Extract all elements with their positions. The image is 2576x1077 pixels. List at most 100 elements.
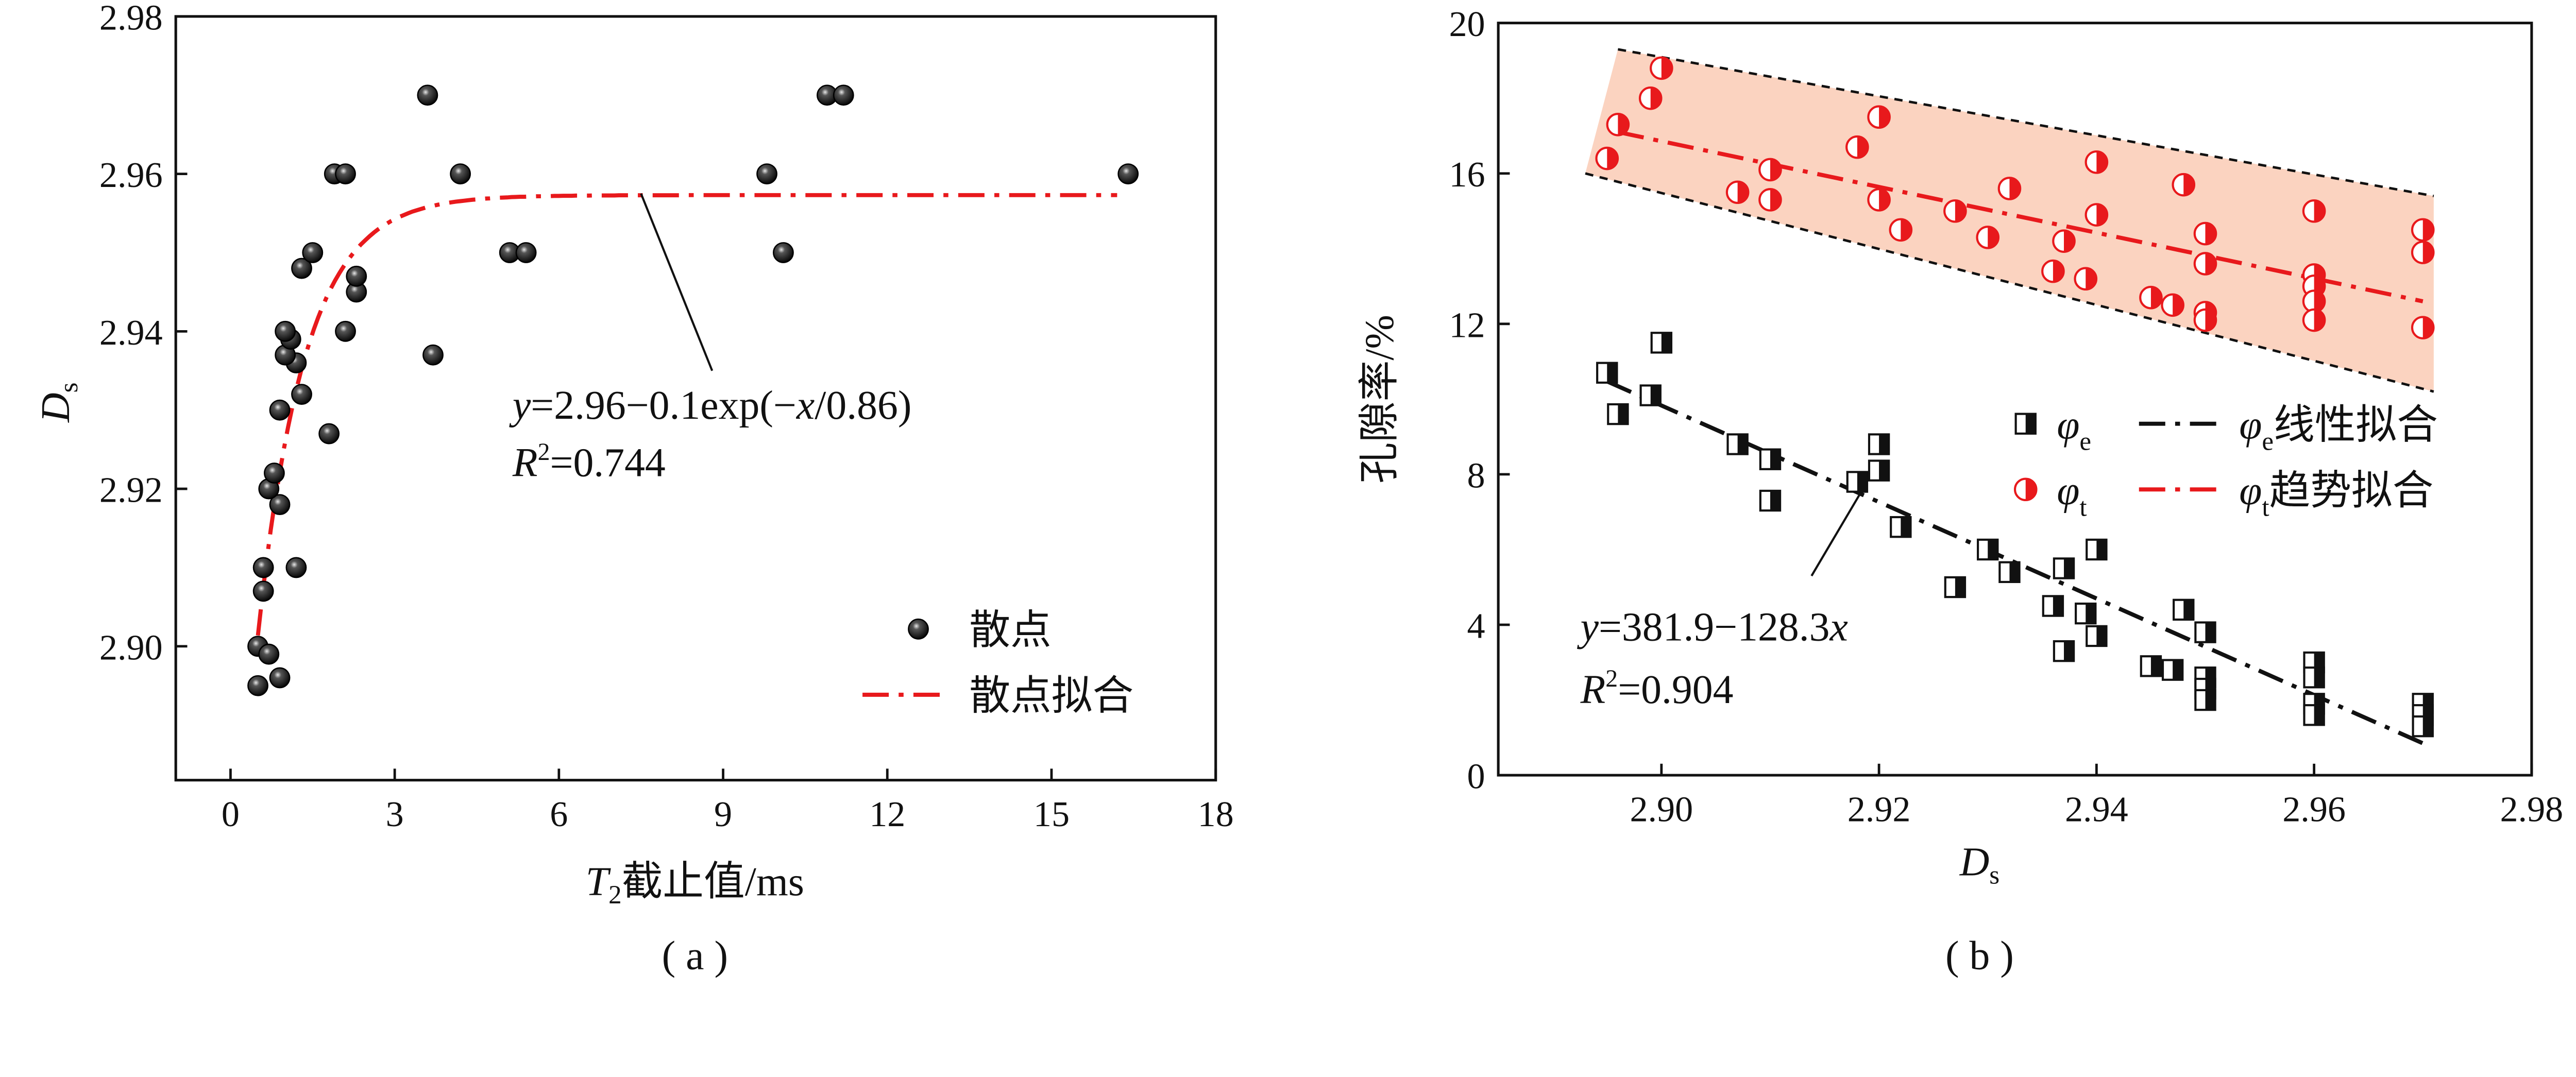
square-half-fill [1879,460,1889,481]
square-half-fill [2064,558,2074,578]
data-point [346,265,367,287]
circle-marker [1595,146,1619,170]
chart-a-x-tick-label: 9 [714,794,732,834]
circle-marker [2041,259,2065,283]
square-half-fill [1770,449,1781,469]
chart-a-y-tick-label: 2.90 [99,627,163,668]
chart-b-x-tick-label: 2.94 [2065,789,2128,829]
square-half-fill [2314,705,2324,725]
square-marker [2053,557,2075,579]
circle-marker [2074,267,2098,290]
chart-a-plot-area [247,84,1139,696]
square-marker [2014,413,2037,435]
circle-half-fill [2422,242,2434,263]
square-half-fill [2025,414,2036,434]
square-half-fill [2150,656,2161,676]
square-marker [1868,433,1890,455]
circle-half-fill [1879,106,1890,128]
square-marker [2173,599,2195,621]
circle-marker [2411,218,2435,242]
data-point [269,667,291,689]
circle-half-fill [2150,286,2162,309]
circle-half-fill [1661,57,1672,79]
square-half-fill [2086,603,2096,624]
chart-a-y-tick-label: 2.94 [99,313,163,353]
square-half-fill [2183,600,2194,620]
circle-half-fill [1618,114,1629,135]
circle-half-fill [1901,219,1912,241]
chart-a-x-tick-label: 15 [1033,794,1070,834]
circle-marker [2161,293,2184,317]
data-point [258,643,280,665]
circle-half-fill [1737,181,1749,203]
circle-marker [2193,308,2217,332]
chart-b-r2: R2=0.904 [1580,665,1734,712]
chart-a-panel-label: ( a ) [662,933,728,978]
figure: 0 3 6 9 12 15 18 2.90 2.92 2.94 2.96 2.98 y=2.96−0.… [33,0,2563,978]
chart-a-y-axis-label: Ds [33,383,83,423]
square-marker [1759,448,1782,470]
square-marker [2053,640,2075,662]
chart-b-panel-label: ( b ) [1945,933,2014,978]
square-marker [2303,666,2325,689]
chart-b-y-tick-label: 4 [1467,606,1485,646]
circle-half-fill [2086,268,2096,289]
circle-half-fill [1607,147,1618,169]
square-half-fill [1770,490,1781,511]
legend-label-fit: 散点拟合 [969,674,1133,719]
circle-half-fill [2314,200,2325,222]
chart-b-y-tick-label: 12 [1449,305,1485,345]
square-half-fill [2053,596,2063,616]
circle-half-fill [2205,253,2216,275]
chart-a-frame [174,15,1217,782]
square-half-fill [1955,577,1965,597]
chart-b-x-axis-label: Ds [1959,840,1999,890]
square-marker [2194,621,2216,643]
data-point [422,344,444,366]
circle-half-fill [1879,189,1890,211]
chart-b-equation: y=381.9−128.3x [1577,605,1848,650]
legend-label-phi-e-fit: φe线性拟合 [2239,402,2438,456]
circle-half-fill [1650,87,1662,109]
circle-half-fill [2314,290,2325,312]
square-marker [1977,538,1999,561]
data-point [269,399,291,421]
circle-marker [1725,180,1750,204]
circle-half-fill [2422,219,2434,241]
circle-half-fill [2314,309,2325,331]
legend-label-phi-t: φt [2057,468,2087,522]
square-marker [1596,362,1618,384]
chart-b-ticks: 2.90 2.92 2.94 2.96 2.98 0 4 8 12 16 20 [1449,4,2563,829]
data-point [515,242,537,263]
square-marker [2161,659,2184,681]
chart-b-y-axis-label: 孔隙率/% [1357,315,1402,484]
circle-half-fill [2053,260,2064,282]
circle-marker [2411,316,2435,339]
square-half-fill [1988,539,1998,560]
circle-half-fill [1988,227,1998,248]
chart-b-y-tick-label: 20 [1449,4,1485,44]
legend-point-marker [908,618,929,640]
square-marker [2086,538,2108,561]
circle-marker [1997,177,2022,200]
chart-a-equation: y=2.96−0.1exp(−x/0.86) [509,383,912,428]
chart-a-ticks: 0 3 6 9 12 15 18 2.90 2.92 2.94 2.96 2.98 [99,0,1234,834]
chart-a-x-tick-label: 6 [550,794,568,834]
square-marker [2042,595,2064,617]
circle-marker [1638,86,1663,110]
square-half-fill [2009,562,2020,582]
circle-half-fill [2025,478,2037,500]
chart-b-y-tick-label: 8 [1467,455,1485,495]
square-half-fill [2314,668,2324,688]
circle-half-fill [2064,230,2075,252]
square-marker [2075,602,2097,625]
square-marker [1868,459,1890,482]
data-point [318,423,340,445]
circle-marker [1758,158,1782,182]
data-point [285,557,307,578]
circle-half-fill [2096,204,2108,226]
circle-marker [1650,56,1673,80]
data-point [252,557,274,578]
data-point [335,163,356,185]
chart-b-y-tick-label: 0 [1467,757,1485,797]
